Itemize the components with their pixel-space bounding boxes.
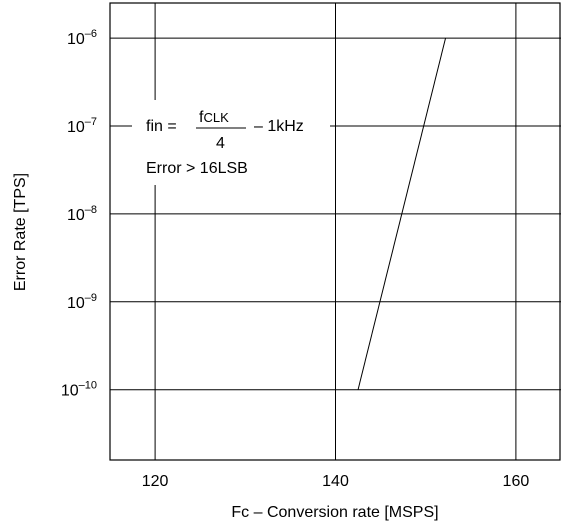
y-axis-label: Error Rate [TPS] xyxy=(12,173,29,291)
y-tick-label: 10–9 xyxy=(67,292,97,312)
series-group xyxy=(357,38,447,390)
x-tick-label: 120 xyxy=(142,473,169,490)
y-tick-label: 10–10 xyxy=(61,380,97,400)
x-tick-label: 140 xyxy=(322,473,349,490)
y-tick-label: 10–7 xyxy=(67,116,97,136)
annotation-numerator-sub: CLK xyxy=(203,110,229,125)
x-axis-label: Fc – Conversion rate [MSPS] xyxy=(231,504,438,521)
grid-lines xyxy=(110,3,561,460)
annotation-denominator: 4 xyxy=(216,135,225,152)
annotation-condition: Error > 16LSB xyxy=(146,160,248,177)
annotation-numerator-base: f xyxy=(199,109,204,126)
annotation-suffix: – 1kHz xyxy=(254,118,304,135)
plot-frame xyxy=(109,2,561,461)
annotation-background xyxy=(132,100,330,185)
x-tick-label: 160 xyxy=(503,473,530,490)
y-tick-label: 10–8 xyxy=(67,204,97,224)
annotation-formula: fin = fCLK 4 – 1kHz Error > 16LSB xyxy=(146,109,304,177)
x-tick-labels: 120 140 160 xyxy=(142,473,530,490)
annotation-numerator: fCLK xyxy=(199,109,229,126)
annotation-fin-label: fin = xyxy=(146,118,177,135)
y-tick-label: 10–6 xyxy=(67,28,97,48)
y-tick-labels: 10–6 10–7 10–8 10–9 10–10 xyxy=(61,28,97,400)
series-line xyxy=(357,38,447,390)
